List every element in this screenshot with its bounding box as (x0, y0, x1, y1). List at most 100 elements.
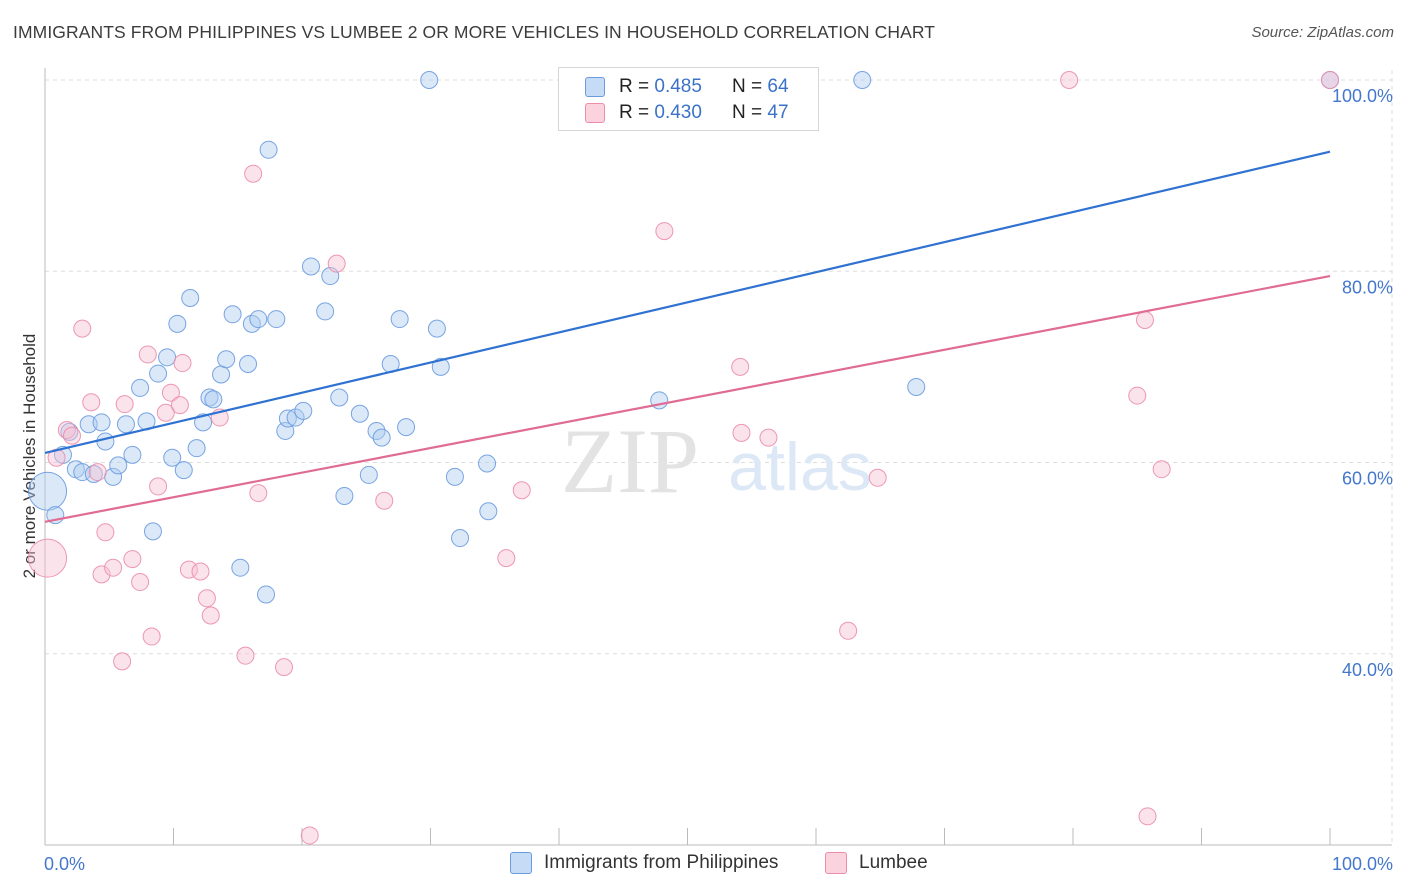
philippines-point (223, 305, 242, 324)
lumbee-point (236, 646, 255, 665)
lumbee-point (731, 357, 750, 376)
tick-labels: 40.0% 60.0% 80.0% 100.0% 0.0% 100.0% (44, 86, 1393, 874)
philippines-point (259, 140, 278, 159)
philippines-point (853, 71, 872, 89)
philippines-point (123, 445, 142, 464)
philippines-point (397, 418, 416, 437)
philippines-point (96, 432, 115, 451)
legend-swatch-philippines (585, 77, 605, 97)
lumbee-point (868, 468, 887, 487)
lumbee-point (88, 463, 107, 482)
legend-item-philippines: Immigrants from Philippines (510, 852, 778, 874)
y-tick-label: 100.0% (1332, 86, 1393, 106)
correlation-legend: R = 0.485 N = 64 R = 0.430 N = 47 (558, 67, 819, 131)
philippines-point (294, 401, 313, 420)
lumbee-point (73, 319, 92, 338)
philippines-point (257, 585, 276, 604)
philippines-point (390, 310, 409, 329)
r-label: R = (619, 102, 655, 123)
legend-swatch-philippines (510, 852, 532, 874)
philippines-point (316, 302, 335, 321)
philippines-point (907, 377, 926, 396)
philippines-point (350, 404, 369, 423)
lumbee-point (497, 549, 516, 568)
y-tick-label: 80.0% (1342, 277, 1393, 297)
watermark: ZIP atlas (561, 410, 872, 512)
philippines-point (301, 257, 320, 276)
philippines-point (181, 289, 200, 308)
philippines-point (427, 319, 446, 338)
n-value: 64 (767, 76, 789, 97)
lumbee-point (249, 484, 268, 503)
watermark-atlas: atlas (728, 429, 872, 505)
lumbee-point (1135, 311, 1154, 330)
philippines-point (109, 456, 128, 475)
lumbee-point (1138, 807, 1157, 826)
lumbee-point (179, 560, 198, 579)
lumbee-point (142, 627, 161, 646)
philippines-point (249, 310, 268, 329)
philippines-point (168, 314, 187, 333)
lumbee-point (197, 589, 216, 608)
lumbee-point (759, 428, 778, 447)
lumbee-point (96, 523, 115, 542)
legend-label-philippines: Immigrants from Philippines (544, 852, 779, 873)
lumbee-point (173, 354, 192, 373)
lumbee-point (131, 573, 150, 592)
lumbee-point (300, 826, 319, 845)
philippines-point (194, 413, 213, 432)
philippines-point (335, 486, 354, 505)
legend-swatch-lumbee (585, 103, 605, 123)
philippines-trend-line (44, 150, 1331, 455)
philippines-point (431, 357, 450, 376)
philippines-point (163, 448, 182, 467)
philippines-point (204, 390, 223, 409)
lumbee-point (201, 606, 220, 625)
philippines-point (286, 408, 305, 427)
lumbee-point (1128, 386, 1147, 405)
source-label: Source: ZipAtlas.com (1251, 24, 1394, 41)
lumbee-point (62, 426, 81, 445)
philippines-point (73, 463, 92, 482)
philippines-point (479, 502, 498, 521)
x-tick-label: 0.0% (44, 854, 85, 874)
philippines-point (174, 461, 193, 480)
lumbee-point (115, 395, 134, 414)
philippines-point (420, 71, 439, 89)
lumbee-point (275, 658, 294, 677)
lumbee-point (732, 423, 751, 442)
r-label: R = (619, 76, 655, 97)
lumbee-point (28, 538, 68, 578)
philippines-point (116, 415, 135, 434)
lumbee-point (92, 565, 111, 584)
philippines-point (478, 454, 497, 473)
n-label: N = (732, 76, 768, 97)
philippines-point (149, 364, 168, 383)
y-tick-label: 40.0% (1342, 660, 1393, 680)
lumbee-point (149, 477, 168, 496)
grid-lines (45, 70, 1393, 845)
y-tick-label: 60.0% (1342, 469, 1393, 489)
watermark-zip: ZIP (561, 410, 699, 512)
data-points (28, 71, 1339, 845)
lumbee-point (170, 396, 189, 415)
lumbee-point (57, 420, 76, 439)
n-label: N = (732, 102, 768, 123)
x-tick-label: 100.0% (1332, 854, 1393, 874)
philippines-point (231, 558, 250, 577)
philippines-point (28, 471, 68, 511)
philippines-point (212, 365, 231, 384)
r-value: 0.485 (654, 76, 702, 97)
philippines-point (330, 388, 349, 407)
lumbee-point (1060, 71, 1079, 89)
philippines-point (267, 310, 286, 329)
legend-item-lumbee: Lumbee (825, 852, 928, 874)
lumbee-point (191, 562, 210, 581)
trend-lines (44, 150, 1331, 523)
philippines-point (158, 348, 177, 367)
philippines-point (278, 409, 297, 428)
lumbee-point (113, 652, 132, 671)
lumbee-point (655, 222, 674, 241)
philippines-point (239, 355, 258, 374)
chart-title: IMMIGRANTS FROM PHILIPPINES VS LUMBEE 2 … (13, 22, 936, 42)
